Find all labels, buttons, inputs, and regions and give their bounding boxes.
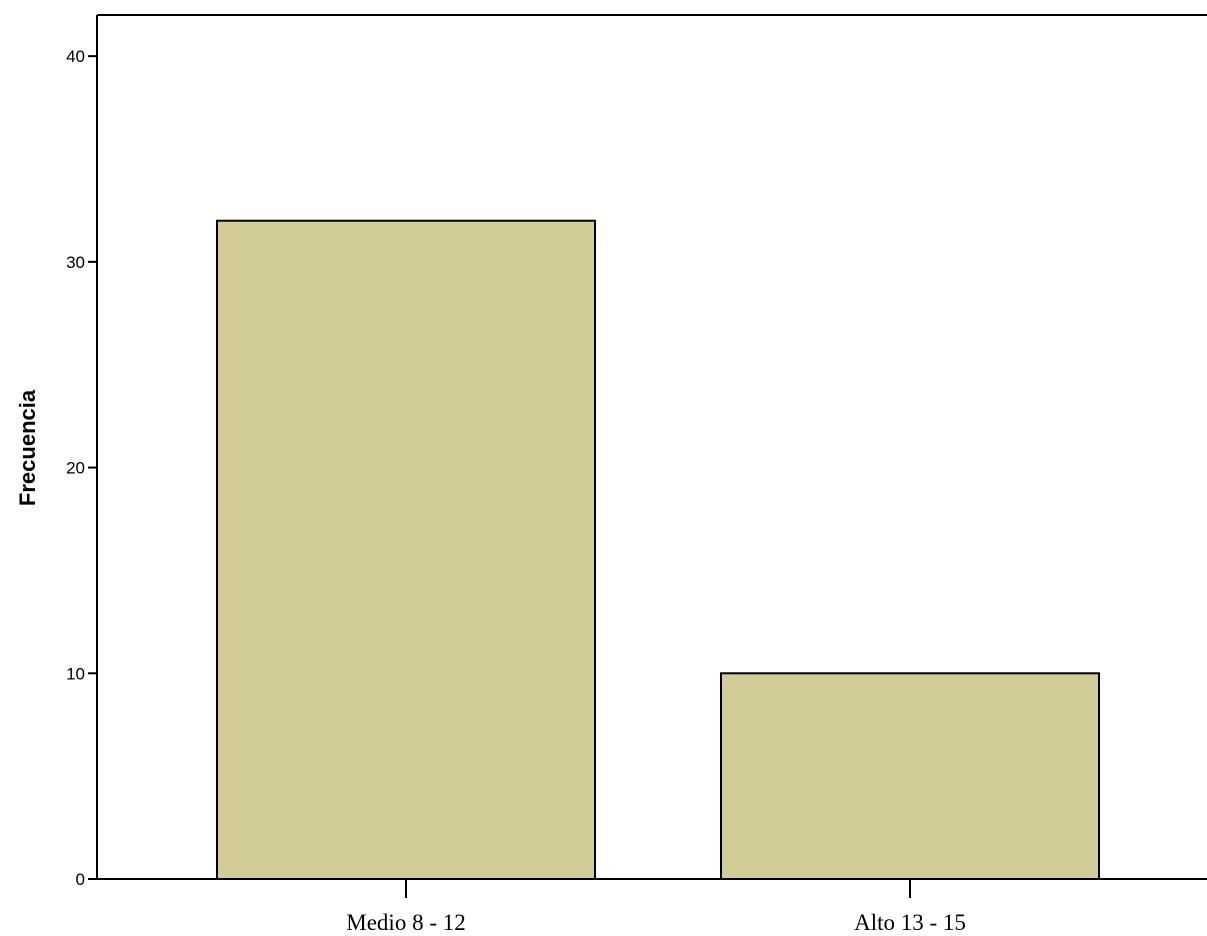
y-axis: 0 10 20 30 40 xyxy=(66,47,97,889)
y-tick-label: 30 xyxy=(66,253,85,272)
bar xyxy=(720,672,1100,880)
bar xyxy=(216,219,596,880)
bars-group xyxy=(216,219,1100,880)
x-tick-label: Alto 13 - 15 xyxy=(854,910,966,935)
y-tick-label: 10 xyxy=(66,664,85,683)
x-axis: Medio 8 - 12 Alto 13 - 15 xyxy=(346,879,966,935)
y-tick-label: 0 xyxy=(76,870,85,889)
x-tick-label: Medio 8 - 12 xyxy=(346,910,465,935)
y-tick-label: 40 xyxy=(66,47,85,66)
y-axis-label: Frecuencia xyxy=(15,389,40,506)
y-tick-label: 20 xyxy=(66,459,85,478)
